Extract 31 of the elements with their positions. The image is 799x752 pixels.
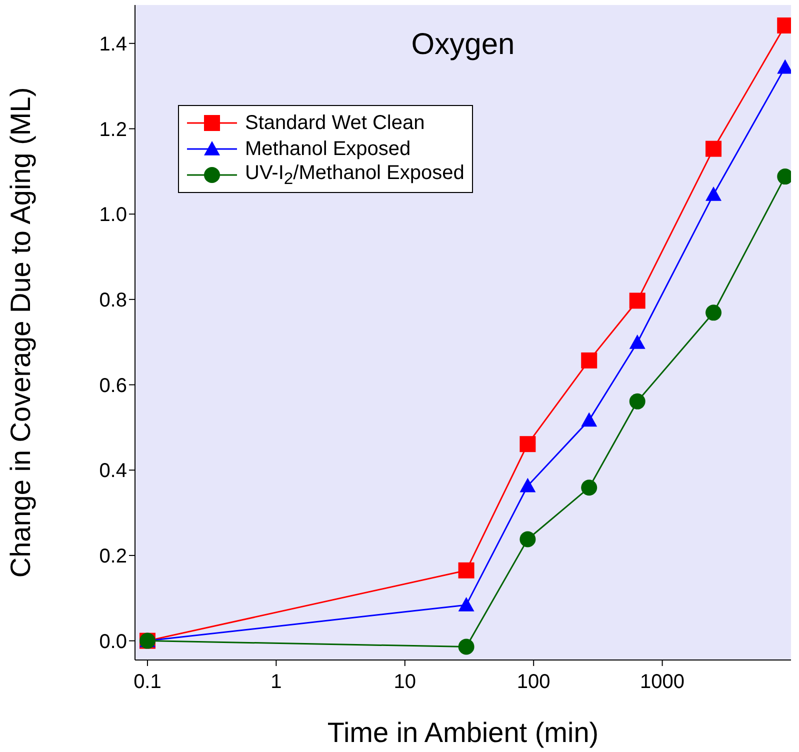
x-tick-label: 100 <box>516 671 550 694</box>
point <box>458 638 474 655</box>
legend-label: Standard Wet Clean <box>245 112 425 134</box>
text: Oxygen <box>410 28 516 62</box>
y-tick-label: 1.0 <box>99 204 127 226</box>
point <box>706 140 722 157</box>
y-tick-label: 0.6 <box>99 374 127 397</box>
legend-label: Methanol Exposed <box>245 138 411 160</box>
x-tick-label: 1000 <box>640 671 685 694</box>
point <box>520 478 536 492</box>
y-tick-label: 0.0 <box>99 630 127 653</box>
point <box>520 436 536 452</box>
y-tick-label: 0.2 <box>99 546 127 568</box>
y-tick-label: 0.4 <box>99 460 127 482</box>
point <box>706 304 722 321</box>
x-tick-label: 1 <box>270 671 282 694</box>
point <box>520 531 536 548</box>
x-axis-title: Time in Ambient (min) <box>327 717 599 748</box>
point <box>458 596 474 612</box>
y-tick-label: 1.4 <box>99 34 127 56</box>
point <box>581 352 598 368</box>
y-tick-label: 1.2 <box>99 118 127 141</box>
point <box>581 412 598 427</box>
point <box>706 186 722 201</box>
point <box>581 480 598 496</box>
x-tick-label: 10 <box>394 671 416 694</box>
legend-label: UV-I$_{2}$/Methanol Exposed <box>245 162 464 188</box>
y-axis-title: Change in Coverage Due to Aging (ML) <box>4 87 36 578</box>
point <box>458 562 474 578</box>
y-tick-label: 0.8 <box>99 290 127 312</box>
x-tick-label: 0.1 <box>134 671 162 694</box>
